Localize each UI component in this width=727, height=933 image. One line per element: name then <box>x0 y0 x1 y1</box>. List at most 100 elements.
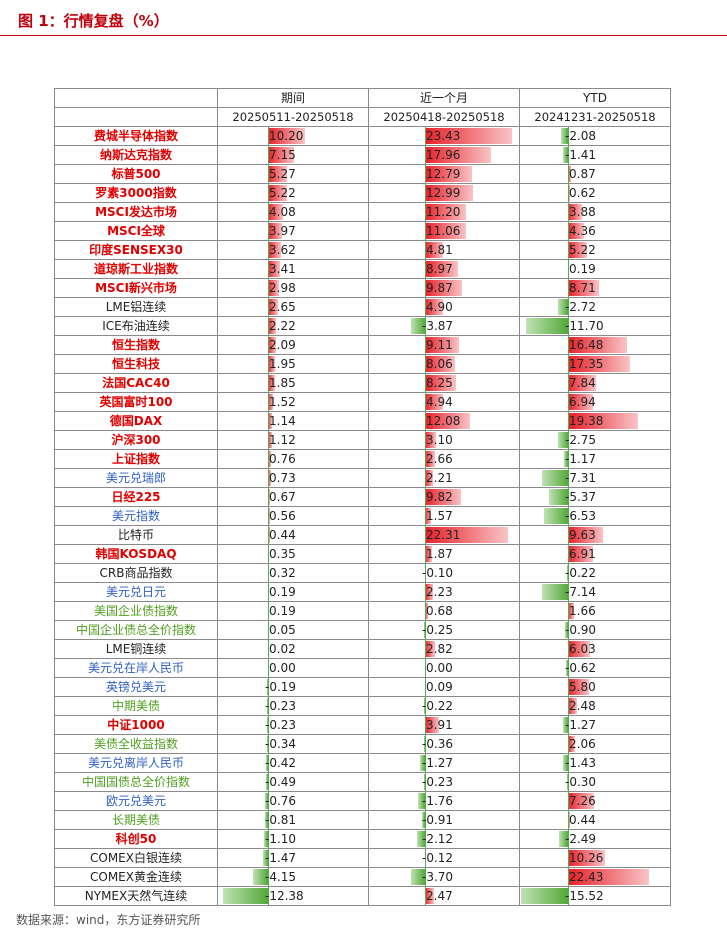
ytd-cell: 7.84 <box>519 373 671 393</box>
month-cell: 1.57 <box>368 506 520 526</box>
value-bar <box>268 242 282 258</box>
ytd-cell: -1.41 <box>519 145 671 165</box>
value-bar <box>558 432 568 448</box>
value-label: 11.06 <box>426 224 461 238</box>
value-label: 17.96 <box>426 148 461 162</box>
row-name: NYMEX天然气连续 <box>54 886 218 906</box>
zero-axis <box>425 146 426 164</box>
zero-axis <box>425 526 426 544</box>
zero-axis <box>425 640 426 658</box>
table-row: 道琼斯工业指数 3.41 8.97 0.19 <box>54 259 671 279</box>
value-label: 10.26 <box>569 851 604 865</box>
month-cell: -2.12 <box>368 829 520 849</box>
value-label: -7.14 <box>565 585 597 599</box>
period-cell: 0.19 <box>217 601 369 621</box>
table-row: COMEX白银连续 -1.47 -0.12 10.26 <box>54 848 671 868</box>
zero-axis <box>425 374 426 392</box>
zero-axis <box>425 659 426 677</box>
value-bar <box>425 394 444 410</box>
period-cell: -0.34 <box>217 734 369 754</box>
zero-axis <box>425 355 426 373</box>
row-name: 英国富时100 <box>54 392 218 412</box>
period-cell: -0.81 <box>217 810 369 830</box>
value-label: -5.37 <box>565 490 597 504</box>
value-bar <box>563 717 568 733</box>
value-bar <box>568 204 582 220</box>
month-cell: 4.94 <box>368 392 520 412</box>
value-label: 2.22 <box>269 319 296 333</box>
value-bar <box>568 793 595 809</box>
month-cell: -1.76 <box>368 791 520 811</box>
zero-axis <box>568 298 569 316</box>
value-label: 7.26 <box>569 794 596 808</box>
value-bar <box>425 546 432 562</box>
value-bar <box>425 299 444 315</box>
month-cell: 12.08 <box>368 411 520 431</box>
period-cell: 3.41 <box>217 259 369 279</box>
month-cell: -0.91 <box>368 810 520 830</box>
zero-axis <box>425 887 426 905</box>
zero-axis <box>268 336 269 354</box>
value-bar <box>564 622 568 638</box>
value-bar <box>268 356 276 372</box>
zero-axis <box>268 241 269 259</box>
period-cell: -0.23 <box>217 715 369 735</box>
value-bar <box>425 128 512 144</box>
zero-axis <box>268 146 269 164</box>
value-bar <box>568 603 574 619</box>
ytd-cell: -1.43 <box>519 753 671 773</box>
month-cell: 4.81 <box>368 240 520 260</box>
table-row: COMEX黄金连续 -4.15 -3.70 22.43 <box>54 867 671 887</box>
value-label: -2.08 <box>565 129 597 143</box>
period-cell: 0.56 <box>217 506 369 526</box>
value-label: 0.68 <box>426 604 453 618</box>
zero-axis <box>268 887 269 905</box>
zero-axis <box>268 355 269 373</box>
period-cell: -0.49 <box>217 772 369 792</box>
table-row: 印度SENSEX30 3.62 4.81 5.22 <box>54 240 671 260</box>
zero-axis <box>268 583 269 601</box>
table-row: 纳斯达克指数 7.15 17.96 -1.41 <box>54 145 671 165</box>
row-name: 标普500 <box>54 164 218 184</box>
row-name: 美元兑瑞郎 <box>54 468 218 488</box>
month-cell: 2.23 <box>368 582 520 602</box>
value-label: -0.23 <box>265 718 297 732</box>
zero-axis <box>568 184 569 202</box>
value-label: 0.67 <box>269 490 296 504</box>
ytd-cell: -0.30 <box>519 772 671 792</box>
row-name: LME铜连续 <box>54 639 218 659</box>
value-label: 1.85 <box>269 376 296 390</box>
value-bar <box>425 147 492 163</box>
table-row: 美元兑离岸人民币 -0.42 -1.27 -1.43 <box>54 753 671 773</box>
row-name: 美元兑离岸人民币 <box>54 753 218 773</box>
zero-axis <box>268 868 269 886</box>
period-cell: 0.32 <box>217 563 369 583</box>
row-name: 韩国KOSDAQ <box>54 544 218 564</box>
value-bar <box>425 356 455 372</box>
value-label: 0.76 <box>269 452 296 466</box>
zero-axis <box>268 203 269 221</box>
header-ytd-label: YTD <box>519 88 671 108</box>
value-label: 1.57 <box>426 509 453 523</box>
value-label: 9.63 <box>569 528 596 542</box>
zero-axis <box>268 697 269 715</box>
value-label: -0.81 <box>265 813 297 827</box>
ytd-cell: 2.06 <box>519 734 671 754</box>
table-row: 英国富时100 1.52 4.94 6.94 <box>54 392 671 412</box>
source-note: 数据来源：wind，东方证券研究所 <box>16 913 201 927</box>
zero-axis <box>568 621 569 639</box>
header-ytd-range: 20241231-20250518 <box>519 107 671 127</box>
value-label: -0.22 <box>422 699 454 713</box>
value-bar <box>568 223 584 239</box>
zero-axis <box>268 773 269 791</box>
value-label: -2.72 <box>565 300 597 314</box>
value-label: -0.42 <box>265 756 297 770</box>
value-label: 2.65 <box>269 300 296 314</box>
zero-axis <box>268 165 269 183</box>
value-label: -1.43 <box>565 756 597 770</box>
table-row: 科创50 -1.10 -2.12 -2.49 <box>54 829 671 849</box>
value-label: 2.98 <box>269 281 296 295</box>
ytd-cell: 6.94 <box>519 392 671 412</box>
period-cell: -0.23 <box>217 696 369 716</box>
value-bar <box>548 489 568 505</box>
